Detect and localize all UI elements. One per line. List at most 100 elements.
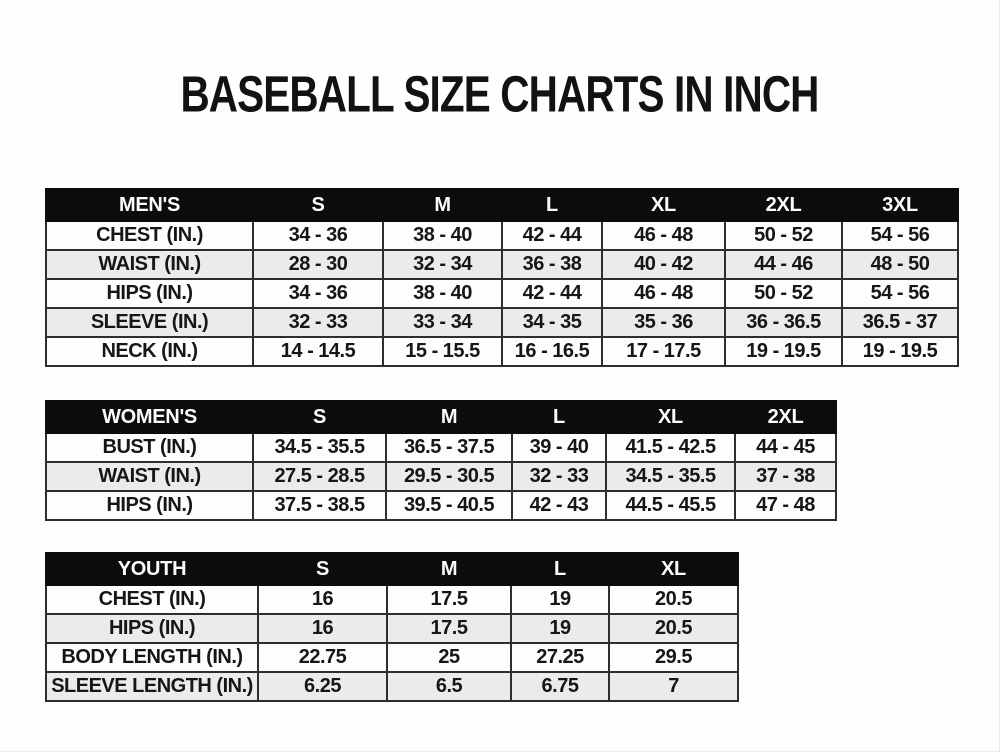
- size-value-cell: 50 - 52: [724, 278, 843, 309]
- womens-table-header: WOMEN'S S M L XL 2XL: [45, 400, 837, 434]
- size-value-cell: 38 - 40: [382, 220, 503, 251]
- youth-table-body: CHEST (IN.) 16 17.5 19 20.5 HIPS (IN.) 16 17.5 1…: [45, 584, 739, 702]
- size-value-cell: 34 - 36: [252, 220, 384, 251]
- size-value-cell: 15 - 15.5: [382, 336, 503, 367]
- size-value-cell: 16: [257, 584, 388, 615]
- size-value-cell: 32 - 34: [382, 249, 503, 280]
- size-value-cell: 46 - 48: [601, 278, 726, 309]
- youth-size-column-header: M: [386, 552, 512, 586]
- youth-size-column-header: L: [510, 552, 610, 586]
- size-value-cell: 16: [257, 613, 388, 644]
- row-label: CHEST (IN.): [45, 220, 254, 251]
- mens-size-column-header: XL: [601, 188, 726, 222]
- row-label: SLEEVE LENGTH (IN.): [45, 671, 259, 702]
- youth-header-row: YOUTH S M L XL: [45, 552, 739, 586]
- size-value-cell: 39 - 40: [511, 432, 607, 463]
- size-value-cell: 42 - 43: [511, 490, 607, 521]
- size-value-cell: 32 - 33: [511, 461, 607, 492]
- size-value-cell: 34 - 35: [501, 307, 603, 338]
- size-value-cell: 20.5: [608, 584, 739, 615]
- size-value-cell: 48 - 50: [841, 249, 959, 280]
- row-label: WAIST (IN.): [45, 461, 254, 492]
- womens-header-row: WOMEN'S S M L XL 2XL: [45, 400, 837, 434]
- size-value-cell: 36.5 - 37.5: [385, 432, 513, 463]
- mens-table-row: SLEEVE (IN.) 32 - 33 33 - 34 34 - 35 35 - 36…: [45, 307, 959, 338]
- size-value-cell: 44.5 - 45.5: [605, 490, 736, 521]
- size-value-cell: 29.5: [608, 642, 739, 673]
- womens-size-column-header: S: [252, 400, 387, 434]
- size-value-cell: 27.25: [510, 642, 610, 673]
- size-value-cell: 19 - 19.5: [841, 336, 959, 367]
- size-value-cell: 14 - 14.5: [252, 336, 384, 367]
- size-value-cell: 19 - 19.5: [724, 336, 843, 367]
- size-value-cell: 25: [386, 642, 512, 673]
- womens-table-row: WAIST (IN.) 27.5 - 28.5 29.5 - 30.5 32 - 33…: [45, 461, 837, 492]
- page-title: BASEBALL SIZE CHARTS IN INCH: [180, 65, 819, 123]
- size-value-cell: 7: [608, 671, 739, 702]
- size-value-cell: 19: [510, 613, 610, 644]
- youth-table-row: BODY LENGTH (IN.) 22.75 25 27.25 29.5: [45, 642, 739, 673]
- youth-size-column-header: S: [257, 552, 388, 586]
- size-value-cell: 33 - 34: [382, 307, 503, 338]
- size-value-cell: 36.5 - 37: [841, 307, 959, 338]
- size-value-cell: 37 - 38: [734, 461, 837, 492]
- youth-table-title: YOUTH: [45, 552, 259, 586]
- youth-table-row: CHEST (IN.) 16 17.5 19 20.5: [45, 584, 739, 615]
- size-value-cell: 17.5: [386, 613, 512, 644]
- size-value-cell: 36 - 36.5: [724, 307, 843, 338]
- youth-size-column-header: XL: [608, 552, 739, 586]
- size-value-cell: 22.75: [257, 642, 388, 673]
- row-label: HIPS (IN.): [45, 613, 259, 644]
- size-value-cell: 17.5: [386, 584, 512, 615]
- size-value-cell: 39.5 - 40.5: [385, 490, 513, 521]
- size-value-cell: 44 - 46: [724, 249, 843, 280]
- size-value-cell: 34.5 - 35.5: [252, 432, 387, 463]
- mens-size-column-header: M: [382, 188, 503, 222]
- row-label: BUST (IN.): [45, 432, 254, 463]
- size-value-cell: 17 - 17.5: [601, 336, 726, 367]
- size-value-cell: 46 - 48: [601, 220, 726, 251]
- size-value-cell: 29.5 - 30.5: [385, 461, 513, 492]
- mens-table-row: WAIST (IN.) 28 - 30 32 - 34 36 - 38 40 - 42 4…: [45, 249, 959, 280]
- youth-table-header: YOUTH S M L XL: [45, 552, 739, 586]
- size-value-cell: 37.5 - 38.5: [252, 490, 387, 521]
- size-value-cell: 44 - 45: [734, 432, 837, 463]
- size-value-cell: 42 - 44: [501, 220, 603, 251]
- size-value-cell: 42 - 44: [501, 278, 603, 309]
- row-label: WAIST (IN.): [45, 249, 254, 280]
- size-value-cell: 35 - 36: [601, 307, 726, 338]
- size-value-cell: 47 - 48: [734, 490, 837, 521]
- womens-size-column-header: M: [385, 400, 513, 434]
- size-value-cell: 38 - 40: [382, 278, 503, 309]
- size-value-cell: 40 - 42: [601, 249, 726, 280]
- mens-table-header: MEN'S S M L XL 2XL 3XL: [45, 188, 959, 222]
- size-value-cell: 36 - 38: [501, 249, 603, 280]
- mens-table-body: CHEST (IN.) 34 - 36 38 - 40 42 - 44 46 - 48 5…: [45, 220, 959, 367]
- womens-table-row: BUST (IN.) 34.5 - 35.5 36.5 - 37.5 39 - 40 4…: [45, 432, 837, 463]
- size-value-cell: 6.75: [510, 671, 610, 702]
- size-value-cell: 50 - 52: [724, 220, 843, 251]
- mens-size-table: MEN'S S M L XL 2XL 3XL CHEST (IN.) 34 - 36 38 - …: [45, 188, 959, 367]
- womens-size-column-header: XL: [605, 400, 736, 434]
- row-label: BODY LENGTH (IN.): [45, 642, 259, 673]
- womens-table-body: BUST (IN.) 34.5 - 35.5 36.5 - 37.5 39 - 40 4…: [45, 432, 837, 521]
- womens-table-row: HIPS (IN.) 37.5 - 38.5 39.5 - 40.5 42 - 43 4…: [45, 490, 837, 521]
- row-label: SLEEVE (IN.): [45, 307, 254, 338]
- size-value-cell: 54 - 56: [841, 220, 959, 251]
- size-value-cell: 28 - 30: [252, 249, 384, 280]
- mens-size-column-header: L: [501, 188, 603, 222]
- youth-size-table: YOUTH S M L XL CHEST (IN.) 16 17.5 19 20.5 HIPS (…: [45, 552, 739, 702]
- mens-size-column-header: 3XL: [841, 188, 959, 222]
- mens-table-title: MEN'S: [45, 188, 254, 222]
- size-value-cell: 16 - 16.5: [501, 336, 603, 367]
- size-value-cell: 27.5 - 28.5: [252, 461, 387, 492]
- mens-table-row: CHEST (IN.) 34 - 36 38 - 40 42 - 44 46 - 48 5…: [45, 220, 959, 251]
- mens-size-column-header: 2XL: [724, 188, 843, 222]
- mens-header-row: MEN'S S M L XL 2XL 3XL: [45, 188, 959, 222]
- mens-table-row: HIPS (IN.) 34 - 36 38 - 40 42 - 44 46 - 48 50…: [45, 278, 959, 309]
- womens-size-column-header: 2XL: [734, 400, 837, 434]
- mens-size-column-header: S: [252, 188, 384, 222]
- womens-size-table: WOMEN'S S M L XL 2XL BUST (IN.) 34.5 - 35.5 36.…: [45, 400, 837, 521]
- size-value-cell: 6.25: [257, 671, 388, 702]
